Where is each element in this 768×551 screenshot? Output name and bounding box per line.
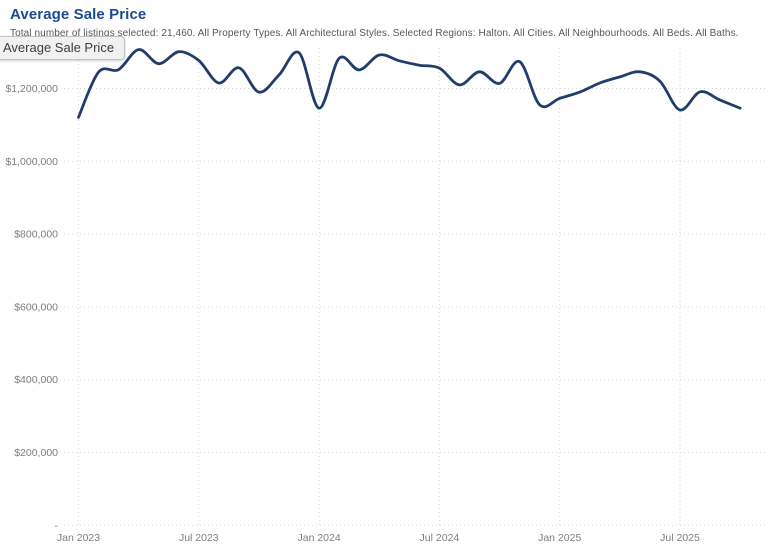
- y-tick-label: $600,000: [14, 301, 58, 313]
- x-tick-label: Jul 2023: [179, 532, 219, 544]
- y-tick-label: $800,000: [14, 229, 58, 241]
- y-tick-label: $1,000,000: [5, 156, 58, 168]
- y-tick-label: $400,000: [14, 374, 58, 386]
- tooltip-label: Average Sale Price: [3, 40, 115, 55]
- x-tick-label: Jan 2024: [297, 532, 340, 544]
- y-tick-label: $200,000: [14, 447, 58, 459]
- x-tick-label: Jul 2024: [420, 532, 460, 544]
- chart-subtitle: Total number of listings selected: 21,46…: [10, 28, 739, 39]
- y-tick-label: $1,200,000: [5, 83, 58, 95]
- x-tick-label: Jan 2025: [538, 532, 581, 544]
- price-line-series: [77, 48, 742, 119]
- chart-title: Average Sale Price: [10, 6, 147, 23]
- y-tick-label: -: [55, 520, 59, 532]
- x-tick-label: Jan 2023: [57, 532, 100, 544]
- hover-tooltip: Average Sale Price: [0, 36, 126, 60]
- x-tick-label: Jul 2025: [660, 532, 700, 544]
